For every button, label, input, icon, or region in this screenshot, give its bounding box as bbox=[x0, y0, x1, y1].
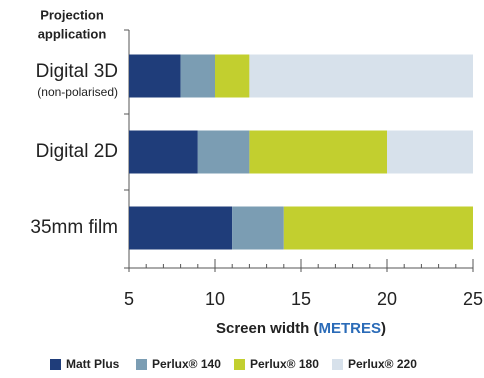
x-tick-label: 20 bbox=[377, 289, 397, 309]
x-tick-label: 25 bbox=[463, 289, 483, 309]
bar-segment bbox=[215, 54, 250, 98]
category-note: (non-polarised) bbox=[37, 85, 118, 99]
y-axis-title: application bbox=[38, 26, 107, 41]
legend-swatch bbox=[136, 359, 147, 370]
bar-segment bbox=[387, 130, 473, 174]
bar-segment bbox=[129, 130, 198, 174]
bar-segment bbox=[283, 206, 473, 250]
legend-swatch bbox=[50, 359, 61, 370]
category-label: Digital 3D bbox=[36, 61, 118, 82]
legend-label: Matt Plus bbox=[66, 357, 120, 371]
category-label: 35mm film bbox=[30, 217, 118, 238]
bar-segment bbox=[232, 206, 284, 250]
bar-segment bbox=[249, 54, 473, 98]
x-tick-label: 10 bbox=[205, 289, 225, 309]
category-label: Digital 2D bbox=[36, 141, 118, 162]
bar-segment bbox=[197, 130, 250, 174]
y-axis-title: Projection bbox=[40, 7, 104, 22]
x-tick-label: 5 bbox=[124, 289, 134, 309]
x-axis-title-part: Screen width ( bbox=[216, 320, 319, 337]
bar-segment bbox=[129, 206, 233, 250]
x-axis-title: Screen width (METRES) bbox=[216, 320, 386, 337]
legend-label: Perlux® 180 bbox=[250, 357, 319, 371]
bar-segment bbox=[249, 130, 387, 174]
bar-segment bbox=[129, 54, 181, 98]
x-tick-label: 15 bbox=[291, 289, 311, 309]
x-axis-title-part: ) bbox=[381, 320, 386, 337]
legend-swatch bbox=[234, 359, 245, 370]
x-axis-title-part: METRES bbox=[319, 320, 382, 337]
legend-swatch bbox=[332, 359, 343, 370]
legend-label: Perlux® 220 bbox=[348, 357, 417, 371]
legend-label: Perlux® 140 bbox=[152, 357, 221, 371]
bar-segment bbox=[180, 54, 215, 98]
